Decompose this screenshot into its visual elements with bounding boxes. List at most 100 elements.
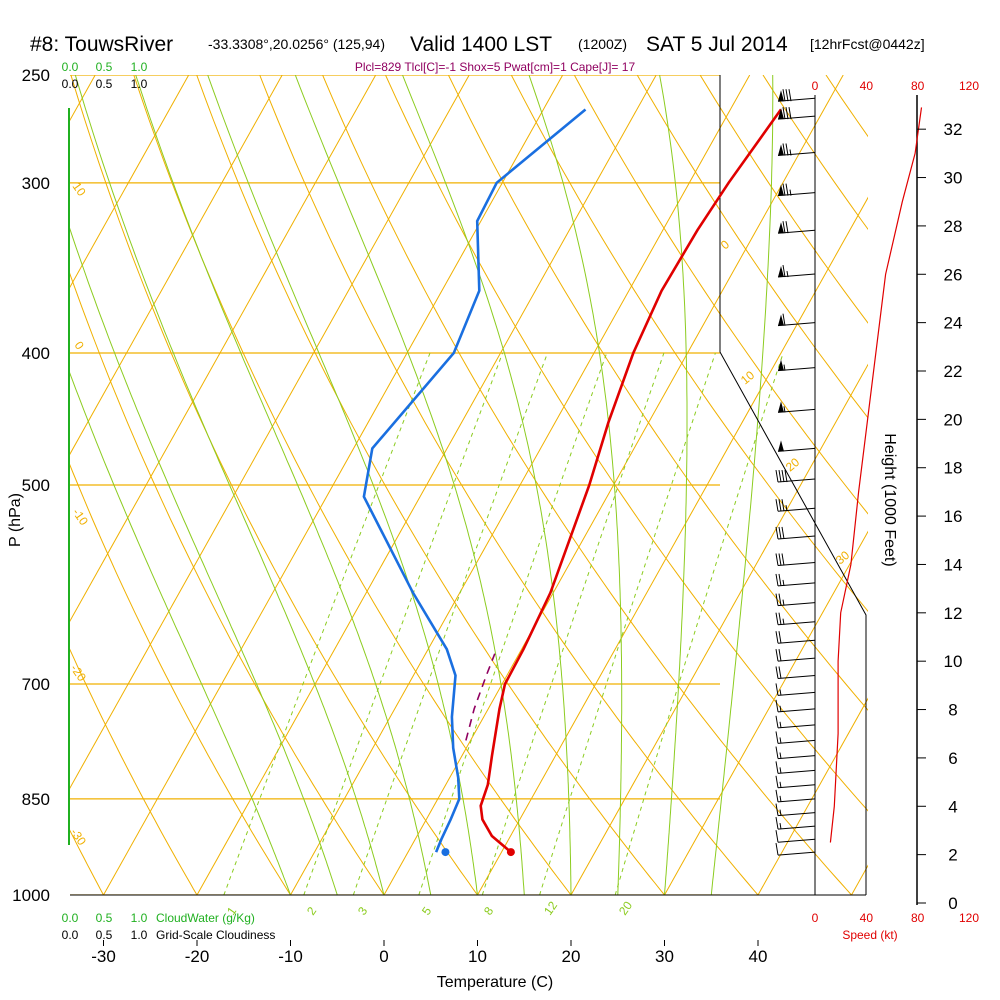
moist-adiabat-label: 10	[738, 368, 757, 388]
temperature-tick-label: 30	[655, 947, 674, 966]
wind-barb-half-flag	[789, 149, 792, 156]
mixing-ratio-line	[303, 352, 504, 895]
wind-barb	[775, 731, 816, 744]
wind-barb-flag	[775, 666, 779, 679]
speed-tick-label-top: 0	[812, 79, 819, 93]
wind-barb-staff	[777, 97, 816, 102]
valid-time: Valid 1400 LST	[410, 33, 552, 56]
temperature-tick-label: -20	[185, 947, 210, 966]
mixing-ratio-line	[481, 352, 665, 895]
mixing-ratio-label: 2	[304, 904, 319, 918]
wind-barb-flag	[778, 649, 782, 662]
cloudwater-axis-label: CloudWater (g/Kg)	[156, 911, 255, 925]
speed-tick-label-bottom: 80	[911, 911, 925, 925]
speed-tick-label-top: 120	[959, 79, 979, 93]
wind-barb	[775, 683, 816, 696]
dry-adiabat-line	[322, 75, 852, 895]
wind-barb	[775, 499, 816, 512]
wind-barb-flag	[785, 183, 789, 196]
profiles	[362, 108, 782, 857]
pressure-tick-label: 250	[22, 66, 50, 85]
surface-dewpoint-marker	[441, 848, 450, 857]
isotherm-line	[757, 697, 868, 895]
height-tick-label: 28	[944, 217, 963, 236]
wind-barb-staff	[777, 447, 816, 452]
dry-adiabat-line	[385, 75, 868, 812]
wind-barb-staff	[777, 367, 816, 372]
wind-barb-half-flag	[779, 822, 782, 830]
wind-barb-staff	[777, 755, 816, 760]
wind-barb-flag	[778, 593, 782, 606]
wind-barb-flag	[775, 699, 779, 712]
wind-barb-half-flag	[782, 599, 785, 606]
temperature-tick-label: 20	[562, 947, 581, 966]
height-tick-label: 20	[944, 410, 963, 429]
forecast-info: [12hrFcst@0442z]	[810, 36, 925, 52]
isotherm-line	[664, 530, 868, 895]
wind-barb-flag	[775, 816, 779, 830]
moist-adiabat-line	[402, 75, 572, 895]
speed-axis-label: Speed (kt)	[842, 928, 897, 942]
moist-adiabat-line	[135, 75, 432, 895]
wind-barb-half-flag	[783, 406, 786, 413]
pressure-tick-label: 700	[22, 675, 50, 694]
wind-barb-half-flag	[779, 752, 782, 759]
wind-barb	[775, 469, 816, 483]
speed-tick-label-bottom: 0	[812, 911, 819, 925]
wind-barb-flag	[778, 573, 782, 586]
wind-barb-staff	[777, 115, 816, 120]
wind-barb-flag	[785, 107, 789, 120]
wind-barbs	[775, 89, 816, 856]
wind-barb	[775, 526, 816, 540]
isotherm-line	[945, 75, 1000, 895]
height-tick-label: 18	[944, 459, 963, 478]
dry-adiabat-line	[447, 75, 868, 711]
dry-adiabat-line	[133, 75, 572, 895]
wind-barb-flag	[778, 526, 782, 540]
wind-barb-flag	[778, 553, 782, 566]
chart-frame	[68, 75, 918, 905]
wind-barb	[777, 143, 816, 157]
wind-barb-flag	[781, 499, 785, 512]
temperature-tick-label: -30	[91, 947, 116, 966]
dry-adiabat-line	[636, 75, 868, 419]
isotherm-line	[70, 75, 470, 789]
dry-adiabat-label: 0	[72, 339, 87, 353]
wind-barb-staff	[777, 812, 816, 817]
wind-barb-staff	[777, 691, 816, 696]
height-tick-label: 6	[948, 749, 957, 768]
wind-barb-staff	[777, 724, 816, 729]
wind-barb-flag	[775, 731, 779, 744]
wind-barb	[775, 715, 816, 729]
wind-barb-flag	[781, 526, 785, 540]
cloudwater-tick-label-top: 0.5	[96, 60, 113, 74]
isotherm-line	[290, 75, 751, 895]
dry-adiabat-line	[952, 75, 1000, 895]
station-coords: -33.3308°,20.0256° (125,94)	[208, 36, 385, 52]
dry-adiabat-line	[0, 75, 10, 895]
wind-barb	[777, 440, 816, 452]
wind-barb-flag	[782, 221, 786, 234]
wind-barb-flag	[775, 775, 779, 788]
wind-barb-half-flag	[779, 721, 782, 728]
wind-barb-half-flag	[779, 689, 782, 696]
cloudiness-tick-label-top: 0.0	[62, 77, 79, 91]
wind-barb-flag	[775, 842, 779, 856]
moist-adiabat-line	[659, 75, 688, 895]
wind-barb	[777, 313, 816, 327]
wind-barb-staff	[777, 825, 816, 830]
wind-barb-staff	[777, 152, 816, 157]
wind-barb-staff	[777, 639, 816, 644]
dry-adiabat-line	[259, 75, 759, 895]
cloudiness-axis-label: Grid-Scale Cloudiness	[156, 928, 275, 942]
wind-barb-half-flag	[789, 189, 792, 196]
mixing-ratio-line	[352, 352, 548, 895]
wind-barb-staff	[777, 769, 816, 774]
height-tick-label: 0	[948, 894, 957, 913]
cloudwater-tick-label-top: 0.0	[62, 60, 79, 74]
wind-barb	[775, 830, 816, 843]
isotherm-line	[70, 75, 283, 455]
mixing-ratio-line	[614, 352, 784, 895]
wind-barb-flag	[782, 107, 786, 120]
wind-barb-flag	[775, 526, 779, 540]
